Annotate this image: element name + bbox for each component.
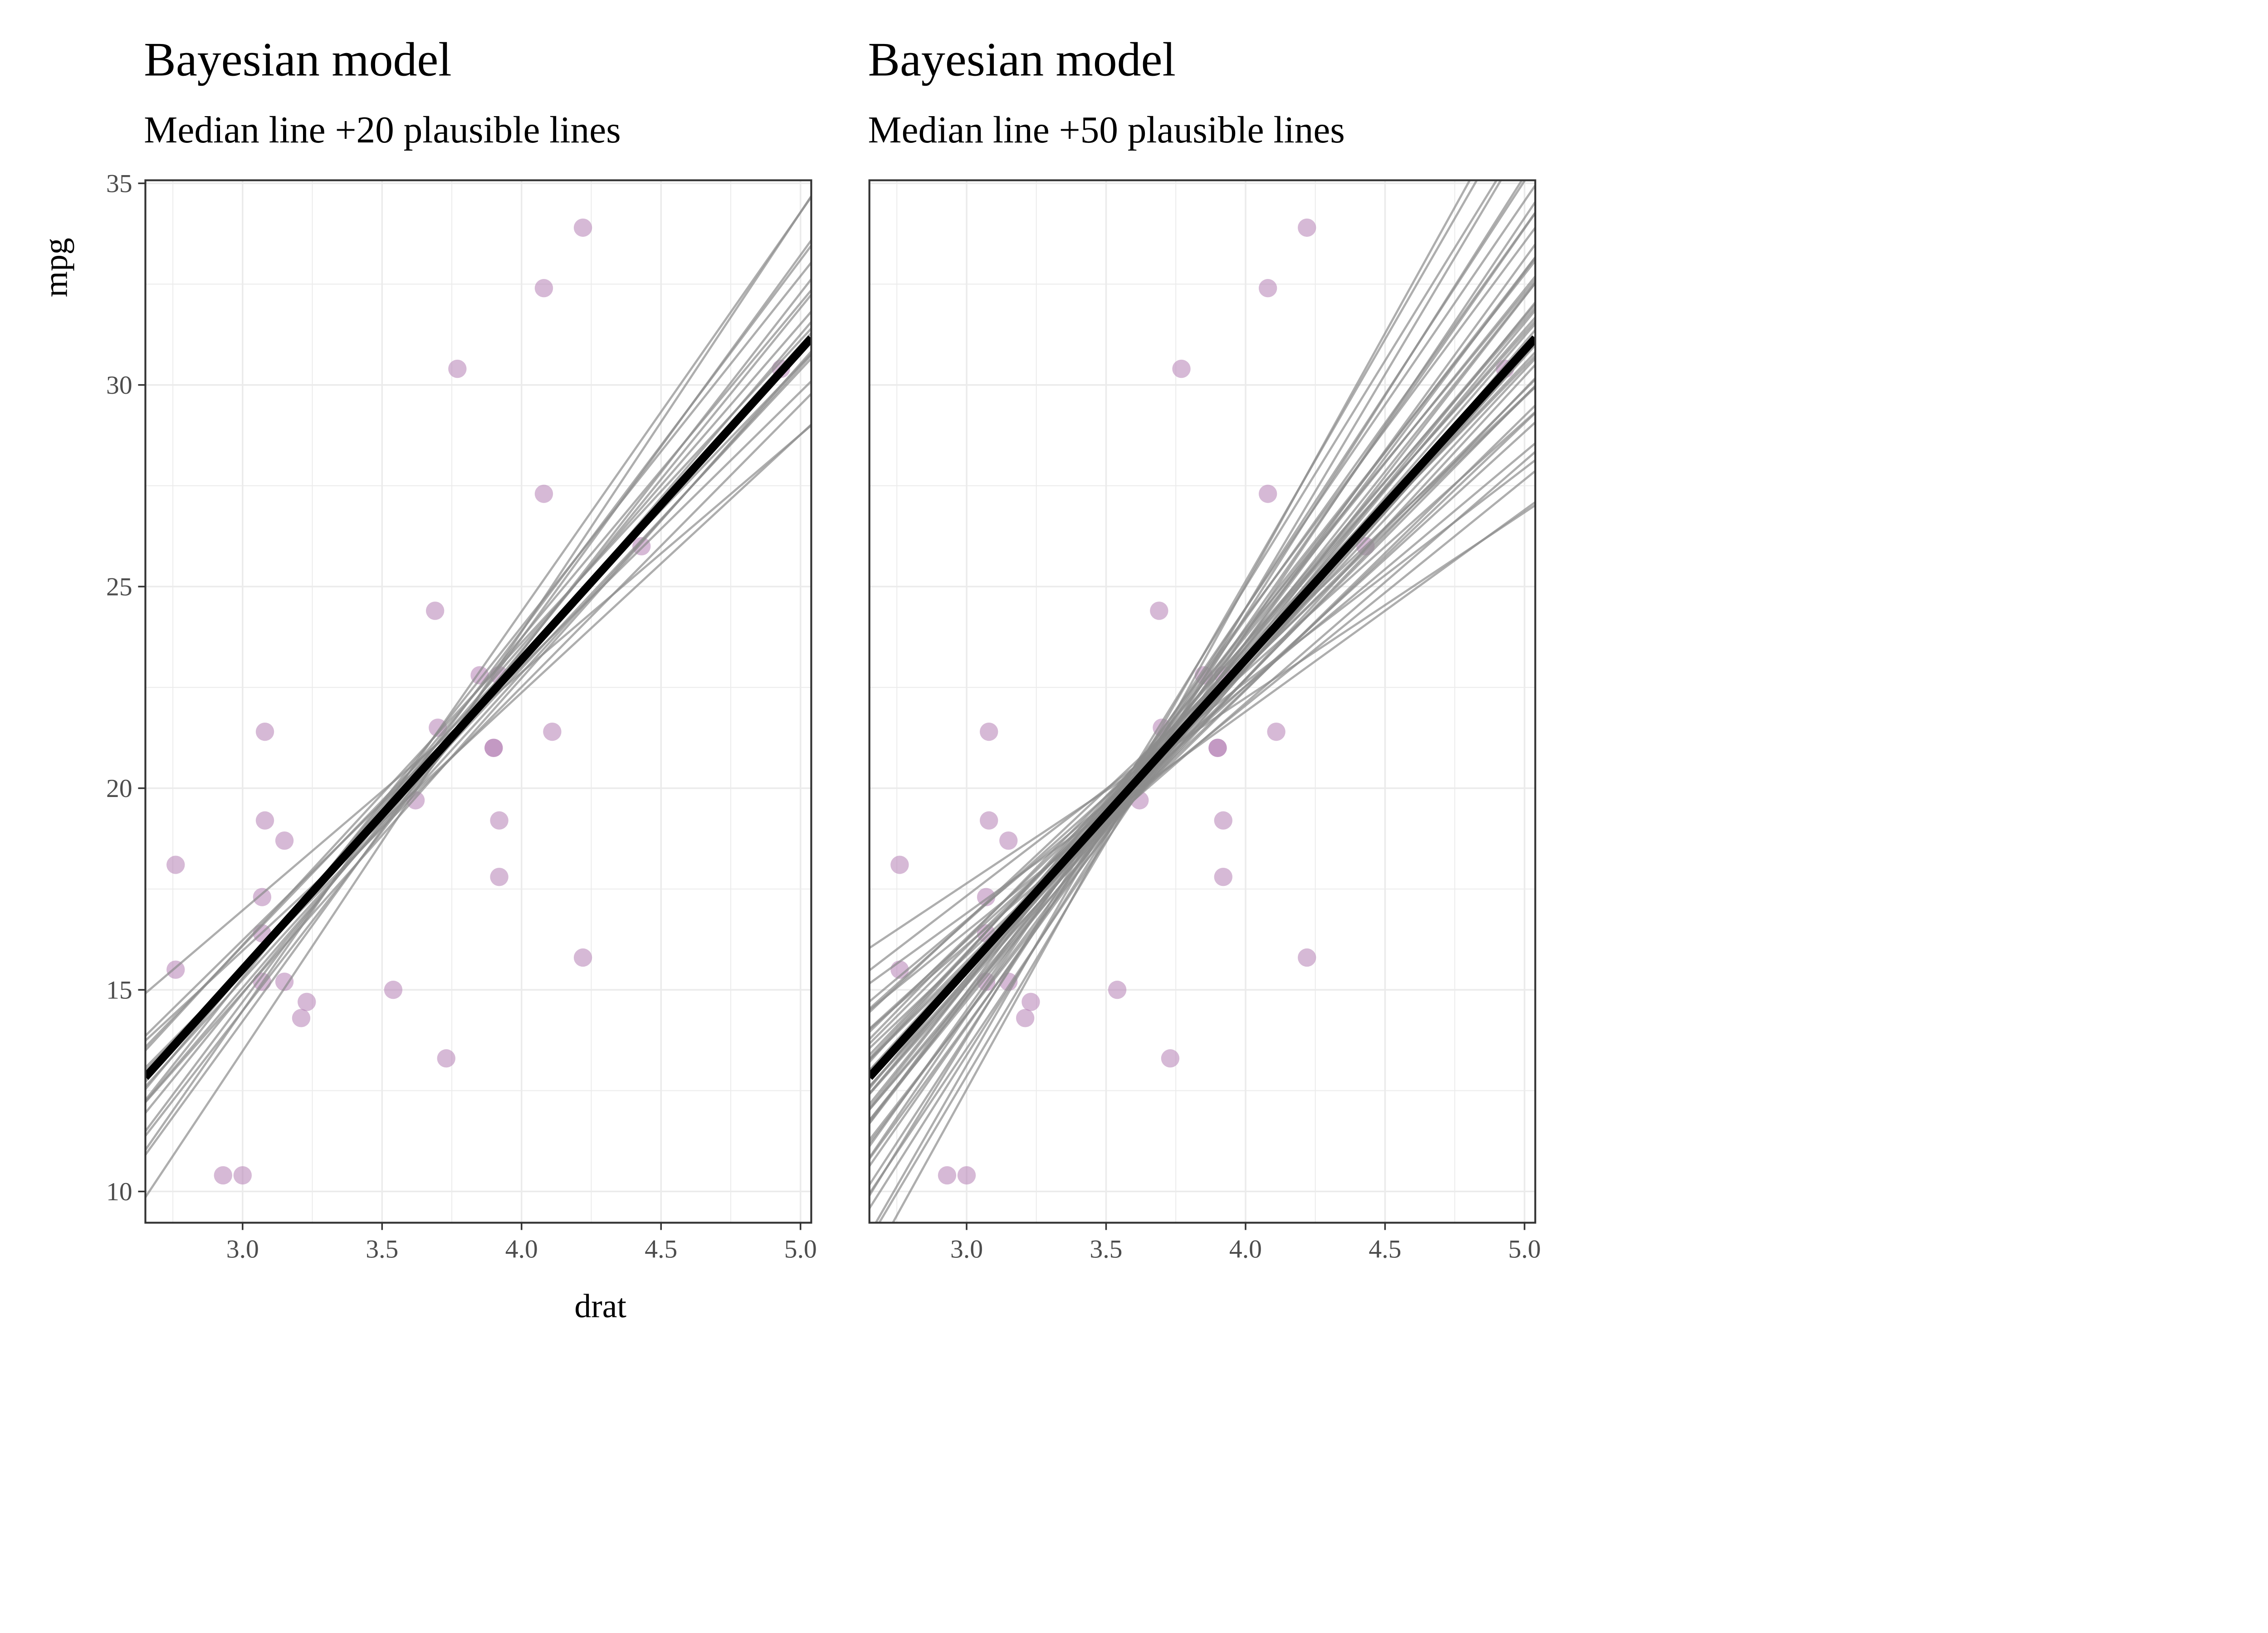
data-point <box>437 1049 455 1068</box>
background <box>0 0 2268 1361</box>
data-point <box>1214 811 1232 830</box>
left-panel-title: Bayesian model <box>144 33 451 86</box>
x-tick-label: 4.0 <box>505 1235 538 1263</box>
data-point <box>1258 484 1277 503</box>
data-point <box>1016 1009 1035 1027</box>
plausible-line <box>145 262 811 1101</box>
median-line <box>145 335 811 1080</box>
plausible-lines <box>869 180 1535 1223</box>
right-panel-title: Bayesian model <box>868 33 1175 86</box>
panel-border <box>144 179 812 1224</box>
x-tick-label: 4.0 <box>1229 1235 1262 1263</box>
data-point <box>490 867 508 886</box>
plausible-line <box>878 180 1502 1223</box>
plausible-line <box>145 196 811 1198</box>
data-point <box>534 279 553 298</box>
x-tick-label: 3.5 <box>366 1235 398 1263</box>
left-panel: Bayesian model Median line +20 plausible… <box>37 33 816 1325</box>
x-tick-label: 5.0 <box>1508 1235 1541 1263</box>
data-point <box>275 973 294 991</box>
data-point <box>573 218 592 237</box>
plausible-line <box>145 424 811 1041</box>
x-tick-label: 5.0 <box>784 1235 817 1263</box>
y-tick-label: 30 <box>106 371 132 400</box>
plausible-line <box>869 185 1535 1159</box>
plausible-line <box>891 180 1471 1223</box>
y-tick-label: 20 <box>106 774 132 803</box>
x-tick-label: 4.5 <box>645 1235 677 1263</box>
data-point <box>1298 218 1316 237</box>
data-point <box>534 484 553 503</box>
data-point <box>1267 722 1286 741</box>
panel-border <box>868 179 1536 1224</box>
plausible-line <box>869 212 1535 1167</box>
data-point <box>292 1009 311 1027</box>
y-tick-label: 10 <box>106 1178 132 1206</box>
data-point <box>938 1166 957 1185</box>
data-point <box>1214 867 1232 886</box>
data-point <box>979 722 998 741</box>
data-point <box>1161 1049 1180 1068</box>
data-point <box>979 811 998 830</box>
plausible-line <box>875 180 1478 1223</box>
x-axis-label: drat <box>574 1287 626 1325</box>
right-panel: Bayesian model Median line +50 plausible… <box>868 33 1541 1264</box>
data-point <box>1150 601 1168 620</box>
data-point <box>957 1166 976 1185</box>
data-point <box>484 738 503 757</box>
x-tick-label: 3.0 <box>950 1235 983 1263</box>
plausible-line <box>869 501 1535 985</box>
data-point <box>573 948 592 967</box>
x-tick-label: 3.5 <box>1090 1235 1122 1263</box>
y-tick-label: 35 <box>106 169 132 198</box>
x-tick-label: 4.5 <box>1369 1235 1401 1263</box>
data-point <box>298 993 316 1011</box>
data-point <box>448 359 467 378</box>
data-point <box>233 1166 252 1185</box>
data-point <box>632 537 651 556</box>
right-panel-subtitle: Median line +50 plausible lines <box>868 109 1344 151</box>
data-point <box>1208 738 1227 757</box>
data-point <box>253 888 272 906</box>
data-point <box>166 960 185 979</box>
y-tick-label: 15 <box>106 976 132 1004</box>
data-point <box>275 831 294 850</box>
plausible-line <box>869 201 1535 1194</box>
median-line <box>869 335 1535 1080</box>
data-point <box>1172 359 1191 378</box>
data-point <box>490 811 508 830</box>
y-tick-label: 25 <box>106 572 132 601</box>
figure: Bayesian model Median line +20 plausible… <box>0 0 2268 1361</box>
y-axis-label: mpg <box>37 238 74 297</box>
left-panel-subtitle: Median line +20 plausible lines <box>144 109 621 151</box>
data-point <box>1298 948 1316 967</box>
data-point <box>425 601 445 620</box>
data-point <box>1022 993 1040 1011</box>
data-point <box>166 856 185 874</box>
data-point <box>1108 980 1127 999</box>
data-point <box>543 722 562 741</box>
plausible-line <box>145 196 811 1151</box>
data-point <box>999 831 1018 850</box>
data-point <box>384 980 403 999</box>
plausible-line <box>869 412 1535 1049</box>
x-tick-label: 3.0 <box>226 1235 259 1263</box>
data-point <box>214 1166 232 1185</box>
plausible-lines <box>145 196 811 1198</box>
data-point <box>255 722 274 741</box>
data-point <box>1258 279 1277 298</box>
plausible-line <box>869 180 1523 1209</box>
data-point <box>890 856 909 874</box>
data-point <box>255 811 274 830</box>
